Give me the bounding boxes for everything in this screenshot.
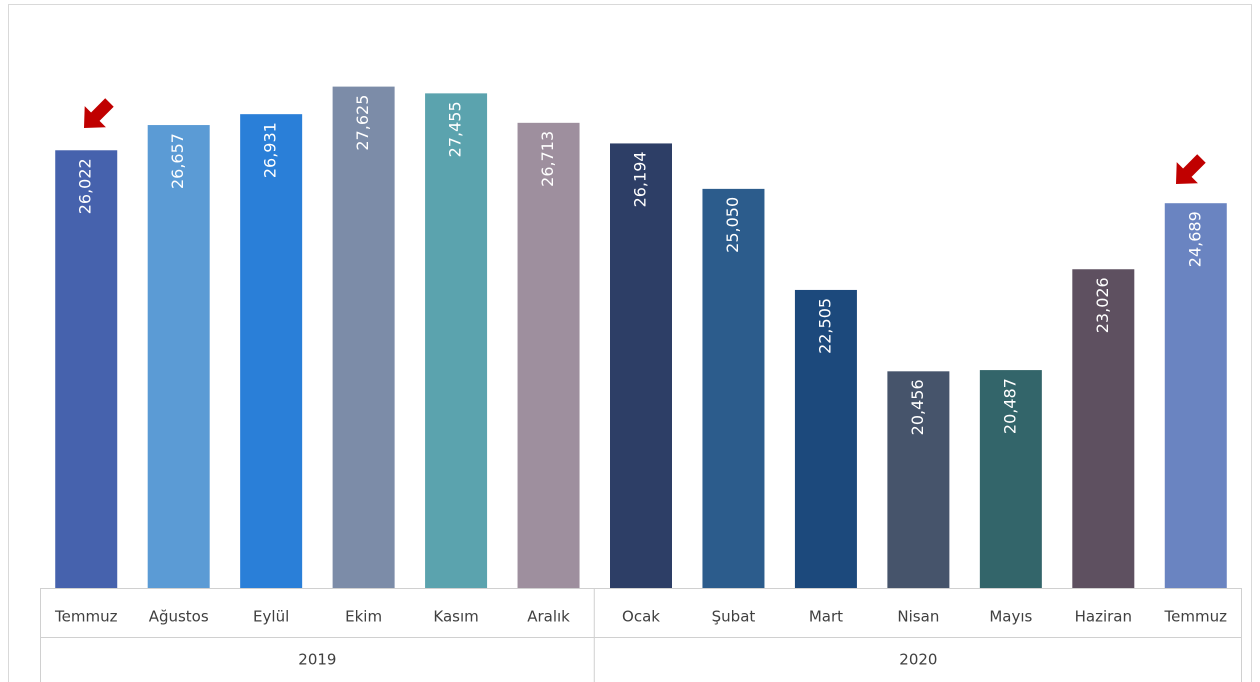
bar — [610, 143, 672, 588]
data-label: 24,689 — [1185, 211, 1204, 267]
x-tick-label: Ekim — [345, 608, 382, 626]
data-label: 22,505 — [815, 298, 834, 354]
data-label: 26,194 — [631, 151, 650, 207]
arrow — [84, 98, 114, 128]
x-tick-label: Mayıs — [989, 608, 1032, 626]
x-tick-label: Ağustos — [149, 608, 209, 626]
x-tick-label: Nisan — [897, 608, 939, 626]
x-tick-label: Aralık — [527, 608, 570, 626]
data-label: 27,625 — [353, 95, 372, 151]
group-label: 2020 — [899, 651, 937, 669]
data-label: 26,022 — [76, 158, 95, 214]
data-label: 26,931 — [261, 122, 280, 178]
bar — [517, 122, 580, 588]
x-tick-label: Haziran — [1075, 608, 1132, 626]
bar — [332, 86, 395, 588]
x-tick-label: Temmuz — [1164, 608, 1228, 626]
data-label: 27,455 — [446, 101, 465, 157]
bar — [979, 370, 1042, 588]
x-tick-label: Temmuz — [54, 608, 118, 626]
bar — [794, 289, 857, 588]
data-label: 25,050 — [723, 197, 742, 253]
data-label: 26,713 — [538, 131, 557, 187]
bar — [702, 188, 765, 588]
bar — [887, 371, 950, 588]
data-label: 26,657 — [168, 133, 187, 189]
bar — [1072, 269, 1135, 588]
bar — [1164, 203, 1227, 588]
bar — [240, 114, 303, 588]
data-label: 20,456 — [908, 379, 927, 435]
bar — [55, 150, 118, 588]
x-tick-label: Kasım — [433, 608, 478, 626]
group-label: 2019 — [298, 651, 336, 669]
bar — [147, 125, 210, 588]
x-tick-label: Eylül — [253, 608, 289, 626]
x-tick-label: Şubat — [712, 608, 756, 626]
data-label: 23,026 — [1093, 277, 1112, 333]
data-label: 20,487 — [1000, 378, 1019, 434]
x-tick-label: Ocak — [622, 608, 660, 626]
x-tick-label: Mart — [809, 608, 843, 626]
arrow — [1176, 154, 1206, 184]
bar — [425, 93, 488, 588]
chart-border — [8, 4, 1252, 682]
